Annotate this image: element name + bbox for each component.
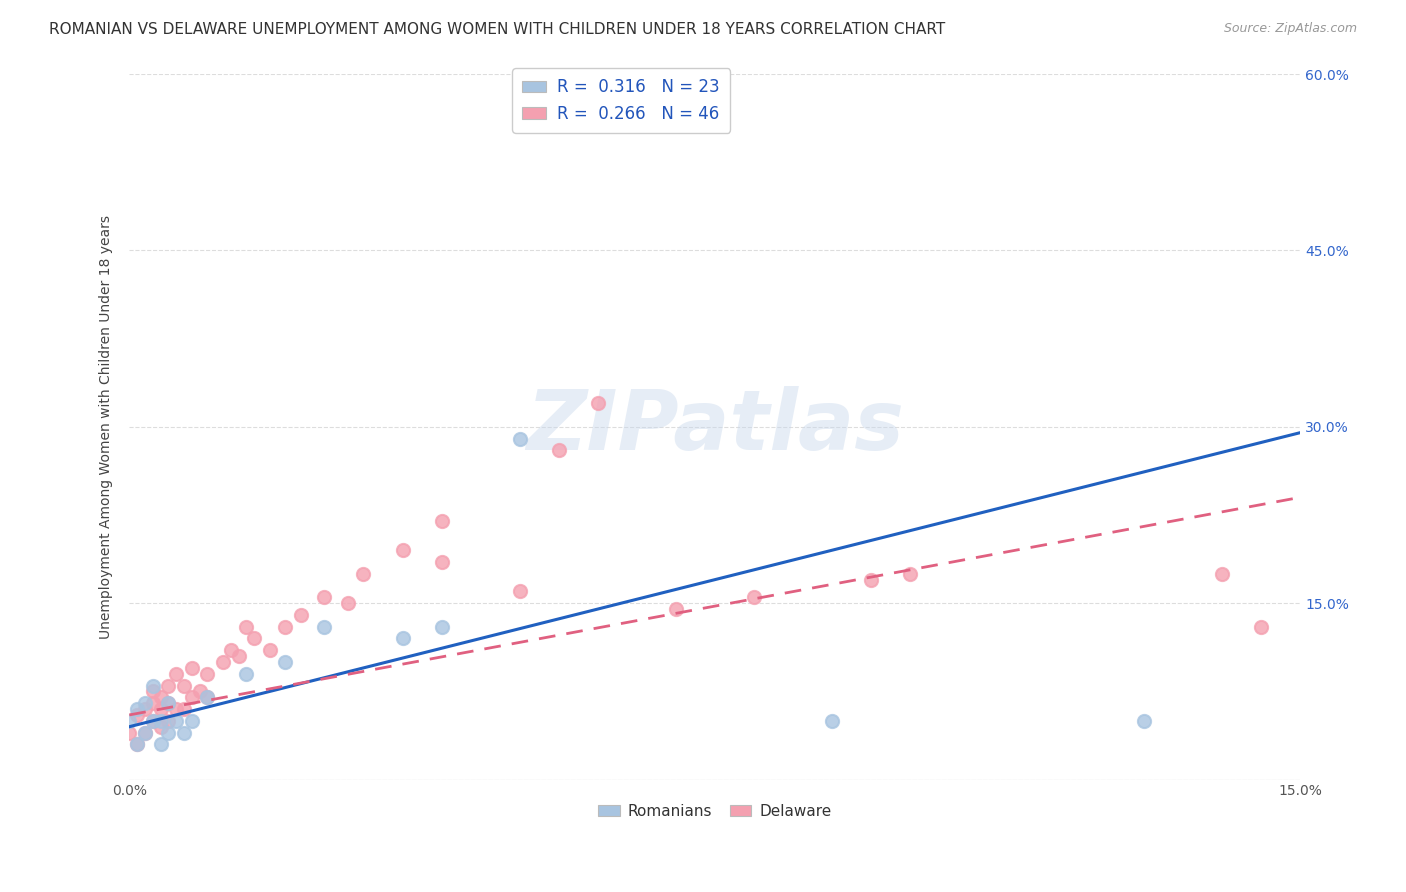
- Point: [1211, 566, 1233, 581]
- Point: [391, 632, 413, 646]
- Point: [149, 714, 172, 728]
- Point: [391, 543, 413, 558]
- Point: [142, 696, 165, 710]
- Point: [142, 714, 165, 728]
- Point: [314, 620, 336, 634]
- Point: [195, 690, 218, 705]
- Point: [142, 714, 165, 728]
- Point: [274, 655, 297, 669]
- Point: [274, 620, 297, 634]
- Point: [430, 514, 453, 528]
- Point: [314, 591, 336, 605]
- Text: ZIPatlas: ZIPatlas: [526, 386, 904, 467]
- Point: [235, 620, 257, 634]
- Point: [547, 443, 569, 458]
- Point: [149, 690, 172, 705]
- Point: [430, 555, 453, 569]
- Point: [173, 702, 195, 716]
- Point: [1133, 714, 1156, 728]
- Point: [228, 649, 250, 664]
- Point: [134, 702, 156, 716]
- Point: [127, 737, 149, 751]
- Point: [665, 602, 688, 616]
- Point: [127, 737, 149, 751]
- Text: Source: ZipAtlas.com: Source: ZipAtlas.com: [1223, 22, 1357, 36]
- Point: [157, 725, 180, 739]
- Point: [336, 596, 359, 610]
- Point: [1250, 620, 1272, 634]
- Point: [149, 702, 172, 716]
- Point: [127, 702, 149, 716]
- Point: [821, 714, 844, 728]
- Point: [188, 684, 211, 698]
- Legend: Romanians, Delaware: Romanians, Delaware: [592, 797, 838, 825]
- Point: [142, 684, 165, 698]
- Point: [353, 566, 375, 581]
- Text: ROMANIAN VS DELAWARE UNEMPLOYMENT AMONG WOMEN WITH CHILDREN UNDER 18 YEARS CORRE: ROMANIAN VS DELAWARE UNEMPLOYMENT AMONG …: [49, 22, 945, 37]
- Point: [742, 591, 765, 605]
- Point: [509, 432, 531, 446]
- Point: [898, 566, 921, 581]
- Point: [118, 714, 141, 728]
- Point: [157, 714, 180, 728]
- Point: [118, 725, 141, 739]
- Point: [127, 707, 149, 722]
- Point: [165, 702, 187, 716]
- Point: [195, 666, 218, 681]
- Point: [509, 584, 531, 599]
- Point: [259, 643, 281, 657]
- Point: [195, 690, 218, 705]
- Point: [157, 696, 180, 710]
- Point: [180, 690, 202, 705]
- Point: [149, 737, 172, 751]
- Point: [134, 725, 156, 739]
- Y-axis label: Unemployment Among Women with Children Under 18 years: Unemployment Among Women with Children U…: [100, 215, 114, 639]
- Point: [165, 666, 187, 681]
- Point: [859, 573, 882, 587]
- Point: [212, 655, 235, 669]
- Point: [173, 725, 195, 739]
- Point: [219, 643, 242, 657]
- Point: [157, 679, 180, 693]
- Point: [180, 714, 202, 728]
- Point: [142, 679, 165, 693]
- Point: [157, 696, 180, 710]
- Point: [180, 661, 202, 675]
- Point: [235, 666, 257, 681]
- Point: [586, 396, 609, 410]
- Point: [290, 607, 312, 622]
- Point: [149, 720, 172, 734]
- Point: [134, 696, 156, 710]
- Point: [165, 714, 187, 728]
- Point: [430, 620, 453, 634]
- Point: [134, 725, 156, 739]
- Point: [173, 679, 195, 693]
- Point: [243, 632, 266, 646]
